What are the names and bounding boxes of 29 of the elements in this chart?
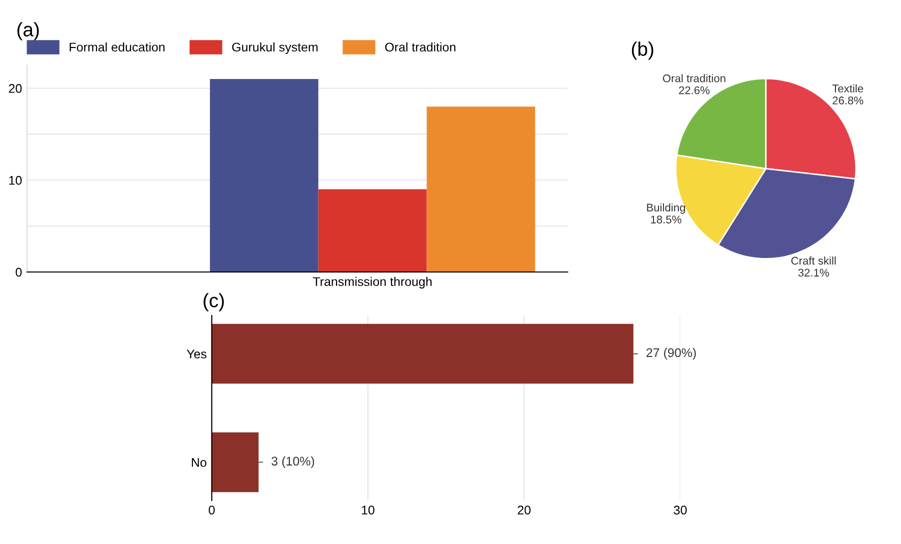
chart-title: (a) (17, 22, 39, 40)
chart-title: (b) (632, 42, 654, 60)
x-tick-label: 30 (674, 506, 687, 515)
chart-title: (c) (204, 293, 224, 312)
y-tick-label: No (192, 458, 206, 467)
slice-label: Oral tradition (662, 74, 726, 82)
bar (426, 106, 536, 272)
y-tick-label: 20 (8, 84, 22, 93)
y-tick-label: Yes (186, 350, 206, 358)
bar (210, 79, 318, 272)
data-label: 32.1% (798, 268, 829, 277)
data-label: 26.8% (832, 96, 864, 104)
legend-label: Gurukul system (232, 42, 318, 54)
data-label: 22.6% (679, 86, 710, 94)
data-label: 27 (90%) (646, 348, 696, 360)
data-label: 18.5% (651, 216, 682, 224)
legend-label: Oral tradition (385, 42, 456, 52)
bar (318, 189, 427, 272)
legend-label: Formal education (70, 42, 164, 52)
slice-label: Textile (832, 84, 864, 92)
data-label: 3 (10%) (272, 456, 314, 468)
x-tick-label: 0 (208, 506, 215, 515)
x-tick-label: 10 (362, 506, 374, 515)
slice-label: Craft skill (791, 256, 836, 265)
slice-label: Building (647, 203, 686, 214)
y-tick-label: 0 (16, 268, 22, 277)
y-tick-label: 10 (9, 176, 22, 185)
x-tick-label: 20 (518, 506, 531, 515)
x-tick-label: Transmission through (312, 276, 432, 289)
